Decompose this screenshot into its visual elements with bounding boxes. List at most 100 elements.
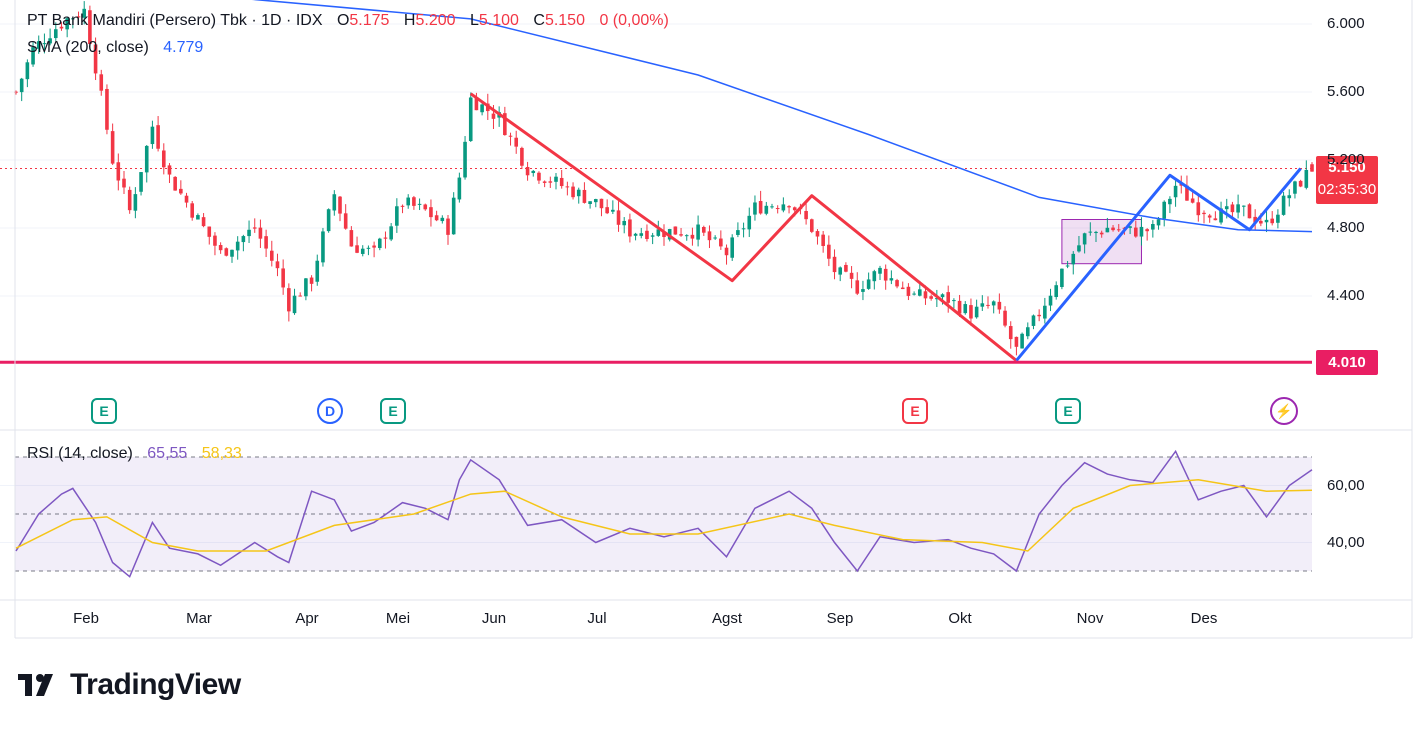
candle-body	[298, 295, 303, 297]
candle-body	[969, 305, 973, 319]
candle-body	[866, 279, 871, 289]
candle-body	[423, 204, 428, 210]
candle-body	[673, 226, 678, 235]
event-badge[interactable]: ⚡	[1270, 397, 1298, 425]
candle-body	[684, 235, 689, 237]
candle-body	[1185, 185, 1189, 201]
dividend-badge[interactable]: D	[317, 398, 343, 424]
candle-body	[343, 213, 348, 229]
candle-body	[719, 238, 723, 247]
candle-body	[531, 170, 536, 174]
rsi-legend[interactable]: RSI (14, close) 65,55 58,33	[27, 444, 242, 464]
candle-body	[184, 195, 189, 203]
candle-body	[304, 278, 308, 297]
candle-body	[1224, 206, 1229, 210]
candle-body	[912, 293, 916, 295]
candle-body	[701, 227, 706, 233]
candle-body	[792, 207, 797, 211]
zigzag-blue-line[interactable]	[1015, 167, 1302, 362]
candle-body	[252, 227, 257, 229]
candle-body	[1105, 227, 1110, 233]
candle-body	[468, 97, 473, 142]
candle-body	[878, 267, 882, 274]
candle-body	[611, 209, 615, 212]
candle-body	[1054, 285, 1059, 298]
candle-body	[656, 229, 661, 236]
candle-body	[633, 233, 638, 236]
candle-body	[1168, 198, 1172, 205]
tradingview-logo[interactable]: TradingView	[18, 668, 241, 702]
candle-body	[1219, 208, 1223, 223]
candle-body	[315, 260, 320, 282]
candle-body	[821, 234, 825, 246]
candle-body	[935, 298, 939, 300]
candle-body	[446, 218, 450, 235]
candle-body	[76, 16, 81, 18]
candle-body	[849, 272, 854, 279]
price-tick-label: 4.800	[1327, 219, 1365, 236]
sma-legend[interactable]: SMA (200, close) 4.779	[27, 38, 203, 58]
rsi-value: 65,55	[147, 445, 188, 462]
candle-body	[724, 247, 729, 256]
brand-name: TradingView	[70, 668, 241, 701]
time-tick-label: Nov	[1076, 610, 1104, 627]
symbol-legend[interactable]: PT Bank Mandiri (Persero) Tbk · 1D · IDX…	[27, 11, 669, 31]
high-label: H	[403, 12, 416, 29]
candle-body	[25, 62, 30, 80]
time-tick-label: Sep	[826, 610, 854, 627]
candle-body	[31, 47, 35, 65]
open-value: 5.175	[349, 12, 390, 29]
earnings-badge[interactable]: E	[91, 398, 117, 424]
candle-body	[412, 197, 416, 206]
time-tick-label: Feb	[73, 610, 99, 627]
candle-body	[775, 208, 780, 210]
candle-body	[53, 29, 58, 39]
candle-body	[974, 306, 979, 318]
candle-body	[241, 236, 246, 243]
candle-body	[110, 131, 115, 164]
candle-body	[662, 231, 666, 238]
change-value: 0 (0,00%)	[599, 12, 669, 29]
rsi-label: RSI (14, close)	[27, 445, 133, 462]
time-tick-label: Mei	[385, 610, 411, 627]
earnings-badge[interactable]: E	[1055, 398, 1081, 424]
candle-body	[1304, 169, 1309, 188]
candle-body	[1128, 226, 1132, 228]
candle-body	[645, 230, 649, 239]
candle-body	[1259, 220, 1263, 224]
candle-body	[952, 300, 956, 302]
candle-body	[275, 261, 280, 269]
symbol-title: PT Bank Mandiri (Persero) Tbk · 1D · IDX	[27, 12, 323, 29]
candle-body	[940, 294, 945, 298]
candle-body	[179, 188, 183, 194]
candle-body	[1071, 253, 1076, 265]
earnings-miss-badge[interactable]: E	[902, 398, 928, 424]
time-tick-label: Agst	[711, 610, 743, 627]
candle-body	[480, 104, 484, 113]
candle-body	[366, 247, 371, 249]
candle-body	[582, 189, 587, 203]
candle-body	[88, 10, 92, 45]
candle-body	[520, 147, 524, 166]
candle-body	[258, 227, 263, 239]
earnings-badge[interactable]: E	[380, 398, 406, 424]
candle-body	[616, 210, 621, 225]
candle-body	[326, 209, 331, 232]
candle-body	[14, 91, 18, 93]
time-tick-label: Apr	[295, 610, 319, 627]
candle-body	[764, 205, 769, 214]
zigzag-red-line[interactable]	[469, 92, 1018, 362]
candle-body	[1276, 214, 1280, 223]
candle-body	[1037, 314, 1041, 317]
candle-body	[815, 231, 820, 237]
candle-body	[827, 244, 831, 259]
candle-body	[1088, 231, 1093, 233]
candle-body	[93, 44, 98, 74]
candle-body	[213, 235, 217, 246]
candle-body	[19, 78, 24, 93]
candle-body	[1264, 219, 1269, 223]
candle-body	[360, 248, 365, 254]
candle-body	[736, 230, 740, 235]
candle-body	[804, 210, 808, 220]
